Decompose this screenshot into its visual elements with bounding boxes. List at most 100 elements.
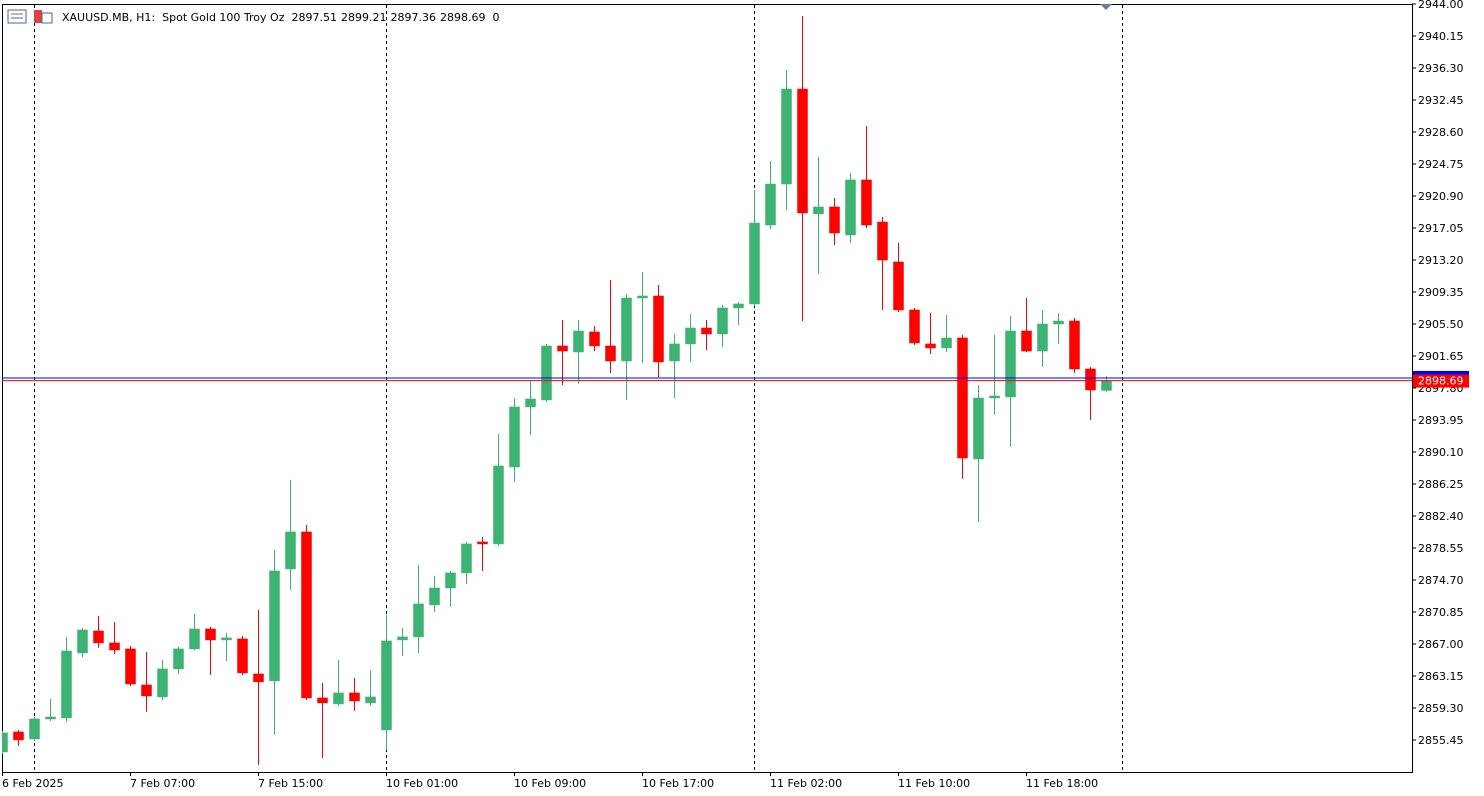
candle-body xyxy=(509,406,520,468)
y-tick-label: 2886.25 xyxy=(1418,478,1464,491)
y-tick-label: 2859.30 xyxy=(1418,702,1464,715)
candle-body xyxy=(1021,330,1032,352)
header-icons xyxy=(7,9,53,24)
symbol: XAUUSD.MB, H1: xyxy=(62,11,155,24)
y-tick-label: 2928.60 xyxy=(1418,126,1464,139)
candle-body xyxy=(413,603,424,638)
candle-body xyxy=(125,648,136,685)
y-tick-label: 2882.40 xyxy=(1418,510,1464,523)
y-tick-label: 2893.95 xyxy=(1418,414,1464,427)
y-tick-label: 2936.30 xyxy=(1418,62,1464,75)
description: Spot Gold 100 Troy Oz xyxy=(162,11,285,24)
candle-body xyxy=(397,636,408,641)
x-tick-label: 10 Feb 17:00 xyxy=(642,777,714,790)
candle-body xyxy=(941,337,952,349)
y-tick-label: 2870.85 xyxy=(1418,606,1464,619)
candle-body xyxy=(797,88,808,214)
y-tick-label: 2878.55 xyxy=(1418,542,1464,555)
x-tick-label: 6 Feb 2025 xyxy=(2,777,63,790)
candle-body xyxy=(1005,330,1016,398)
candle-body xyxy=(765,183,776,226)
candle-body xyxy=(109,642,120,651)
candle-body xyxy=(253,673,264,683)
candle-body xyxy=(461,543,472,574)
candle-body xyxy=(701,327,712,335)
bid-price-box xyxy=(1413,374,1469,388)
x-tick-label: 11 Feb 10:00 xyxy=(898,777,970,790)
y-tick-label: 2874.70 xyxy=(1418,574,1464,587)
candle-body xyxy=(925,343,936,349)
low: 2897.36 xyxy=(390,11,436,24)
candle-body xyxy=(429,587,440,606)
candle-body xyxy=(989,395,1000,399)
candle-body xyxy=(573,330,584,353)
chart-header: XAUUSD.MB, H1: Spot Gold 100 Troy Oz 2897.… xyxy=(62,11,499,24)
candle-body xyxy=(1053,320,1064,325)
high: 2899.21 xyxy=(341,11,387,24)
candle-body xyxy=(365,696,376,704)
candle-body xyxy=(1069,320,1080,370)
candle-body xyxy=(621,297,632,362)
shift-marker[interactable] xyxy=(1100,4,1112,10)
candles xyxy=(2,15,1112,765)
candle-body xyxy=(77,629,88,654)
candle-body xyxy=(349,692,360,702)
y-tick-label: 2924.75 xyxy=(1418,158,1464,171)
y-tick-label: 2901.65 xyxy=(1418,350,1464,363)
y-tick-label: 2920.90 xyxy=(1418,190,1464,203)
candle-body xyxy=(893,261,904,311)
candle-body xyxy=(589,331,600,347)
candle-body xyxy=(733,303,744,309)
candle-body xyxy=(333,692,344,705)
candle-body xyxy=(493,465,504,545)
candle-body xyxy=(445,572,456,589)
candle-body xyxy=(45,716,56,720)
open: 2897.51 xyxy=(291,11,337,24)
period-separators xyxy=(34,5,1123,772)
candle-body xyxy=(877,221,888,261)
candle-body xyxy=(61,650,72,719)
icon xyxy=(41,12,53,24)
icon[interactable] xyxy=(34,10,42,23)
y-tick-label: 2863.15 xyxy=(1418,670,1464,683)
candle-body xyxy=(653,295,664,363)
x-tick-label: 10 Feb 09:00 xyxy=(514,777,586,790)
candle-body xyxy=(1037,323,1048,352)
candle-body xyxy=(605,345,616,362)
x-tick-label: 11 Feb 18:00 xyxy=(1026,777,1098,790)
candle-body xyxy=(93,630,104,644)
y-tick-label: 2890.10 xyxy=(1418,446,1464,459)
candle-body xyxy=(173,648,184,670)
candle-body xyxy=(749,222,760,305)
candle-body xyxy=(141,684,152,697)
candle-body xyxy=(189,628,200,650)
candle-body xyxy=(477,541,488,545)
candle-body xyxy=(525,398,536,408)
candle-body xyxy=(301,531,312,699)
bid-price-label: 2898.69 xyxy=(1418,375,1464,388)
y-tick-label: 2909.35 xyxy=(1418,286,1464,299)
candle-body xyxy=(205,628,216,641)
y-tick-label: 2855.45 xyxy=(1418,734,1464,747)
candle-body xyxy=(269,570,280,682)
candle-body xyxy=(781,88,792,185)
y-tick-label: 2905.50 xyxy=(1418,318,1464,331)
candle-body xyxy=(973,397,984,460)
x-tick-label: 11 Feb 02:00 xyxy=(770,777,842,790)
candle-body xyxy=(637,295,648,299)
icon[interactable] xyxy=(7,9,27,24)
y-tick-label: 2932.45 xyxy=(1418,94,1464,107)
x-tick-label: 7 Feb 07:00 xyxy=(130,777,195,790)
close: 2898.69 xyxy=(440,11,486,24)
candle-body xyxy=(1085,368,1096,391)
candle-body xyxy=(957,337,968,459)
y-tick-label: 2913.20 xyxy=(1418,254,1464,267)
y-tick-label: 2940.15 xyxy=(1418,30,1464,43)
candle-body xyxy=(717,307,728,335)
candle-body xyxy=(1101,380,1112,391)
candle-body xyxy=(909,309,920,344)
candle-body xyxy=(13,731,24,741)
candle-body xyxy=(157,668,168,698)
